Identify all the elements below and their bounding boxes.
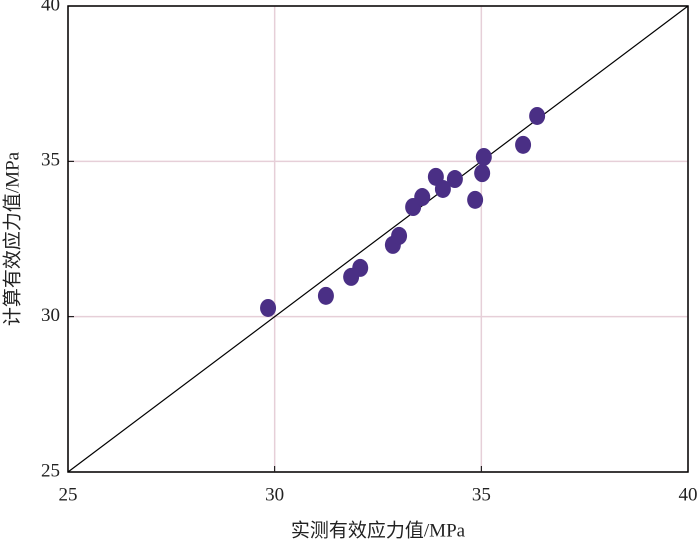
point (434, 179, 451, 198)
point (475, 147, 492, 166)
point (446, 170, 463, 189)
point (467, 190, 484, 209)
point (317, 286, 334, 305)
plot-frame (67, 5, 689, 473)
point (414, 188, 431, 207)
point (529, 106, 546, 125)
x-tick-label: 30 (265, 484, 284, 505)
reference-line (67, 5, 689, 473)
x-tick-label: 40 (679, 484, 698, 505)
x-tick-label: 25 (59, 484, 78, 505)
y-tick-label: 40 (41, 0, 60, 15)
point (391, 226, 408, 245)
x-tick-label: 35 (472, 484, 491, 505)
x-axis-label: 实测有效应力值/MPa (291, 519, 466, 541)
y-axis-label: 计算有效应力值/MPa (1, 151, 23, 326)
y-tick-label: 35 (41, 150, 60, 171)
point (352, 258, 369, 277)
y-tick-label: 30 (41, 305, 60, 326)
point (515, 135, 532, 154)
point (474, 164, 491, 183)
point (260, 298, 277, 317)
y-tick-label: 25 (41, 460, 60, 481)
